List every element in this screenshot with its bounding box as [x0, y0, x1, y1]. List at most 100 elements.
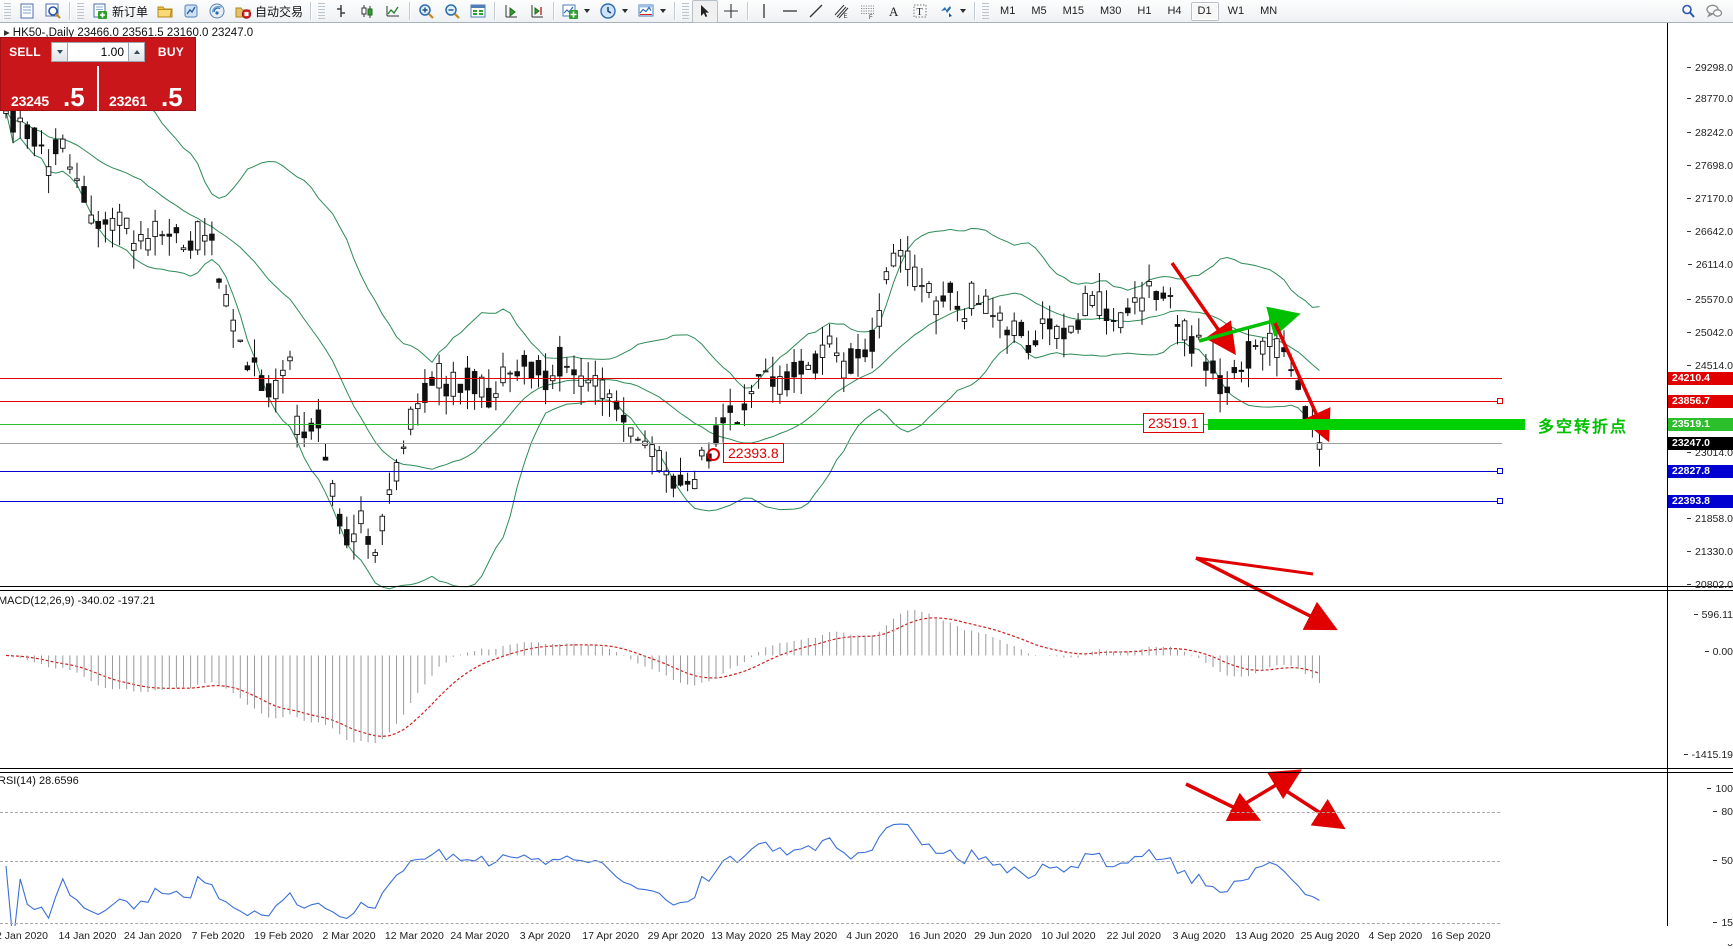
toolbar-grip-2[interactable] [76, 2, 84, 20]
signals-button[interactable] [204, 0, 230, 23]
buy-button[interactable]: BUY [157, 45, 185, 59]
toolbar-grip[interactable] [3, 2, 11, 20]
autotrading-label: 自动交易 [255, 4, 304, 19]
pane-separator-macd[interactable] [0, 586, 1733, 587]
toolbar-grip-5[interactable] [981, 2, 990, 20]
crosshair-button[interactable] [718, 0, 744, 23]
fibonacci-button[interactable]: F [855, 0, 881, 23]
date-tick: 3 Apr 2020 [519, 930, 571, 942]
date-tick: 2 Mar 2020 [322, 930, 376, 942]
pane-separator-rsi[interactable] [0, 768, 1733, 769]
horizontal-line-icon [781, 2, 799, 20]
text-label-button[interactable]: T [907, 0, 933, 23]
price-scale[interactable]: 29298.0 28770.0 28242.0 27698.0 27170.0 26642… [1668, 23, 1733, 948]
toolbar-grip-4[interactable] [681, 2, 690, 20]
chevron-down-icon-4[interactable] [958, 2, 967, 20]
symbol-ohlc-text: HK50-,Daily 23466.0 23561.5 23160.0 2324… [12, 27, 254, 39]
timeframe-h4[interactable]: H4 [1167, 4, 1182, 17]
indicators-button[interactable] [557, 0, 595, 23]
date-tick: 29 Apr 2020 [647, 930, 705, 942]
shapes-button[interactable] [933, 0, 971, 23]
trendline-button[interactable] [803, 0, 829, 23]
chat-button[interactable] [1701, 0, 1727, 23]
text-tool-button[interactable]: A [881, 0, 907, 23]
price-level-label[interactable]: 23247.0 [1668, 437, 1733, 450]
chevron-down-icon-2[interactable] [620, 2, 629, 20]
price-level-label[interactable]: 22393.8 [1668, 495, 1733, 508]
date-tick: 24 Mar 2020 [450, 930, 510, 942]
price-level-handle[interactable] [1497, 498, 1503, 504]
timeframe-m15[interactable]: M15 [1062, 4, 1084, 17]
date-tick: 13 Aug 2020 [1235, 930, 1295, 942]
pivot-price-annotation[interactable]: 23519.1 [1143, 413, 1204, 433]
price-level-label[interactable]: 23856.7 [1668, 395, 1733, 408]
bar-chart-button[interactable] [328, 0, 354, 23]
timeframe-m1[interactable]: M1 [1000, 4, 1016, 17]
price-level-line[interactable] [0, 401, 1502, 402]
search-button[interactable] [1675, 0, 1701, 23]
chart-window[interactable]: ▸ HK50-,Daily 23466.0 23561.5 23160.0 232… [0, 23, 1733, 948]
price-tick: 27170.0 [1687, 194, 1733, 204]
periods-button[interactable] [595, 0, 633, 23]
templates-button[interactable] [633, 0, 671, 23]
zoom-out-button[interactable] [439, 0, 465, 23]
timeframe-h1[interactable]: H1 [1137, 4, 1152, 17]
price-level-handle[interactable] [1497, 468, 1503, 474]
price-level-handle[interactable] [1497, 398, 1503, 404]
market-watch-button[interactable] [40, 0, 66, 23]
date-axis[interactable]: 2 Jan 2020 14 Jan 2020 24 Jan 2020 7 Feb 20… [0, 926, 1733, 944]
chart-canvas [3, 90, 1346, 944]
date-tick: 4 Sep 2020 [1368, 930, 1423, 942]
price-level-label[interactable]: 23519.1 [1668, 418, 1733, 431]
sell-price-main: 23245 [11, 93, 49, 109]
rsi-scale-tick: 80 [1713, 807, 1733, 817]
one-click-trading-panel[interactable]: SELL 1.00 BUY 23245 .5 23261 .5 [0, 37, 196, 112]
price-level-line[interactable] [0, 378, 1502, 379]
volume-input[interactable]: 1.00 [68, 42, 128, 62]
price-level-line[interactable] [0, 424, 1502, 425]
support-price-annotation[interactable]: 22393.8 [723, 443, 784, 463]
zoom-in-button[interactable] [413, 0, 439, 23]
price-level-line[interactable] [0, 471, 1502, 472]
volume-stepper[interactable]: 1.00 [51, 42, 145, 62]
chevron-down-icon-3[interactable] [658, 2, 667, 20]
toolbar-grip-3[interactable] [317, 2, 326, 20]
new-order-label: 新订单 [112, 4, 149, 19]
candle-chart-button[interactable] [354, 0, 380, 23]
timeframe-w1[interactable]: W1 [1227, 4, 1245, 17]
vertical-line-button[interactable] [751, 0, 777, 23]
line-chart-button[interactable] [380, 0, 406, 23]
sell-button[interactable]: SELL [9, 45, 41, 59]
date-tick: 7 Feb 2020 [191, 930, 245, 942]
date-tick: 14 Jan 2020 [58, 930, 117, 942]
price-level-label[interactable]: 24210.4 [1668, 372, 1733, 385]
equidistant-channel-button[interactable]: E [829, 0, 855, 23]
timeframe-d1[interactable]: D1 [1190, 1, 1219, 21]
sell-price-box[interactable]: 23245 .5 [1, 66, 97, 112]
auto-scroll-button[interactable] [498, 0, 524, 23]
buy-price-box[interactable]: 23261 .5 [97, 66, 195, 112]
chart-shift-button[interactable] [524, 0, 550, 23]
cursor-button[interactable] [692, 0, 719, 23]
price-level-line[interactable] [0, 501, 1502, 502]
expert-folder-button[interactable] [152, 0, 178, 23]
new-order-button[interactable]: 新订单 [87, 0, 152, 23]
macd-scale-tick: 596.11 [1693, 610, 1733, 620]
terminal-toggle-button[interactable] [14, 0, 40, 23]
autotrading-button[interactable]: 自动交易 [230, 0, 307, 23]
price-level-label[interactable]: 22827.8 [1668, 465, 1733, 478]
text-A-icon: A [885, 2, 903, 20]
data-window-button[interactable] [465, 0, 491, 23]
volume-increase-button[interactable] [128, 42, 145, 62]
chevron-down-icon[interactable] [582, 2, 591, 20]
svg-text:F: F [869, 15, 873, 20]
timeframe-mn[interactable]: MN [1260, 4, 1278, 17]
price-tick: 23014.0 [1687, 448, 1733, 458]
strategy-tester-button[interactable] [178, 0, 204, 23]
timeframe-m30[interactable]: M30 [1100, 4, 1122, 17]
timeframe-m5[interactable]: M5 [1031, 4, 1047, 17]
volume-decrease-button[interactable] [51, 42, 68, 62]
date-tick: 29 Jun 2020 [974, 930, 1032, 942]
horizontal-line-button[interactable] [777, 0, 803, 23]
